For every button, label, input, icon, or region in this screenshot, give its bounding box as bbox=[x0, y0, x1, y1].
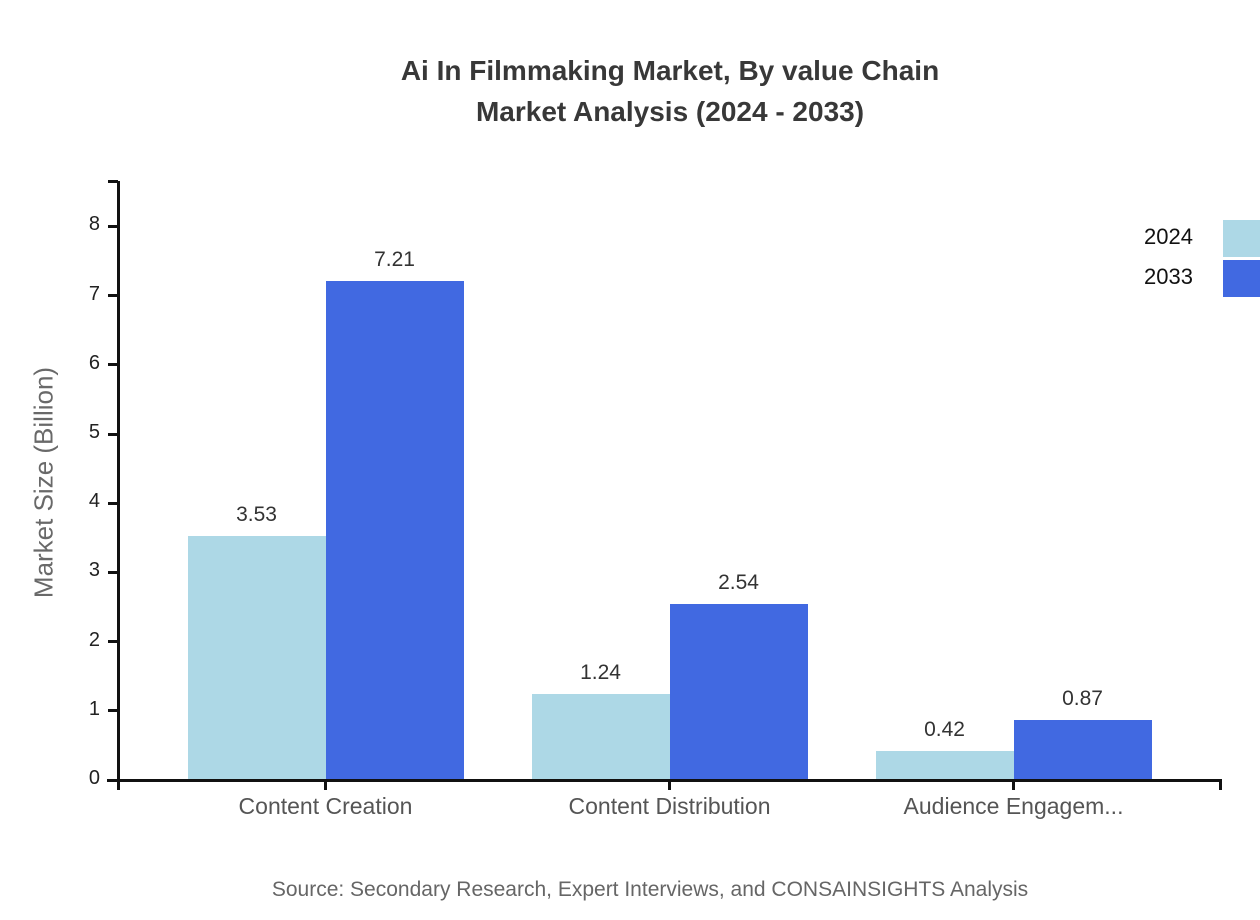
x-tick-mark-0 bbox=[324, 780, 327, 790]
y-tick-mark-3 bbox=[108, 570, 118, 574]
legend-swatch-2024 bbox=[1223, 220, 1260, 257]
source-note: Source: Secondary Research, Expert Inter… bbox=[271, 878, 1029, 901]
y-tick-label-1: 1 bbox=[88, 697, 100, 720]
bar-2033-audience-engagem bbox=[1013, 719, 1152, 780]
x-category-label-2: Audience Engagem... bbox=[903, 793, 1124, 819]
value-label-2024-2: 0.42 bbox=[924, 717, 965, 741]
chart-title-line2: Market Analysis (2024 - 2033) bbox=[475, 96, 865, 127]
y-tick-label-4: 4 bbox=[88, 490, 100, 513]
y-tick-label-6: 6 bbox=[88, 351, 100, 374]
y-tick-label-7: 7 bbox=[88, 282, 100, 305]
y-tick-mark-1 bbox=[108, 709, 118, 713]
y-tick-mark-6 bbox=[108, 363, 118, 367]
y-tick-label-0: 0 bbox=[88, 767, 100, 789]
y-axis-end-cap bbox=[108, 179, 118, 183]
legend-swatch-2033 bbox=[1223, 260, 1260, 297]
y-tick-mark-2 bbox=[108, 640, 118, 644]
y-tick-label-8: 8 bbox=[88, 213, 100, 236]
value-label-2033-0: 7.21 bbox=[374, 248, 415, 272]
x-axis-baseline bbox=[107, 778, 1222, 782]
y-tick-label-5: 5 bbox=[88, 421, 100, 443]
x-category-label-0: Content Creation bbox=[238, 793, 413, 819]
y-tick-label-3: 3 bbox=[88, 559, 100, 582]
y-tick-label-2: 2 bbox=[88, 628, 100, 651]
legend-label-2033: 2033 bbox=[1144, 264, 1193, 289]
value-label-2033-2: 0.87 bbox=[1062, 686, 1103, 710]
y-axis-spine bbox=[116, 181, 120, 790]
x-tick-mark-2 bbox=[1012, 780, 1015, 790]
legend-label-2024: 2024 bbox=[1144, 224, 1193, 249]
x-tick-mark-3 bbox=[1219, 780, 1222, 790]
bar-2024-audience-engagem bbox=[875, 750, 1014, 780]
bar-2033-content-distribution bbox=[669, 604, 808, 780]
y-tick-mark-7 bbox=[108, 294, 118, 298]
value-label-2033-1: 2.54 bbox=[718, 571, 759, 595]
value-label-2024-0: 3.53 bbox=[236, 502, 277, 526]
y-tick-mark-4 bbox=[108, 501, 118, 505]
chart-title-line1: Ai In Filmmaking Market, By value Chain bbox=[400, 55, 940, 86]
x-tick-mark-1 bbox=[668, 780, 671, 790]
bar-2024-content-creation bbox=[187, 535, 326, 780]
x-category-label-1: Content Distribution bbox=[568, 793, 771, 819]
chart-title: Ai In Filmmaking Market, By value Chain … bbox=[70, 50, 1260, 132]
y-tick-mark-5 bbox=[108, 432, 118, 436]
y-tick-mark-8 bbox=[108, 224, 118, 228]
bar-2024-content-distribution bbox=[531, 694, 670, 780]
bar-2033-content-creation bbox=[325, 281, 464, 780]
legend-item-2033: 2033 bbox=[0, 260, 1260, 297]
value-label-2024-1: 1.24 bbox=[580, 661, 621, 685]
legend-item-2024: 2024 bbox=[0, 220, 1260, 257]
